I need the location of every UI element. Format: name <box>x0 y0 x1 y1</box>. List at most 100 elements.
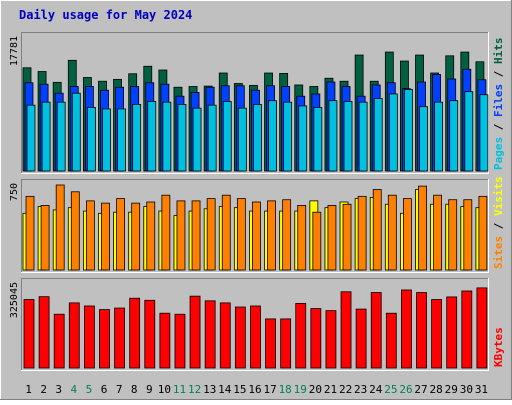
bar-sites-day-25 <box>387 194 397 271</box>
bar-pages-day-11 <box>177 104 187 172</box>
legend-separator: / <box>492 117 505 137</box>
bar-kbytes-day-31 <box>476 287 488 369</box>
bar-pages-day-8 <box>132 104 142 172</box>
x-tick-label-day-25: 25 <box>384 383 397 396</box>
legend-kbytes: KBytes <box>492 327 505 367</box>
bar-kbytes-day-16 <box>250 305 261 369</box>
bar-sites-day-27 <box>418 185 427 271</box>
x-tick-label-day-21: 21 <box>324 383 337 396</box>
x-tick-label-day-15: 15 <box>233 383 246 396</box>
bar-kbytes-day-3 <box>53 313 65 369</box>
bar-pages-day-28 <box>434 101 444 172</box>
bar-pages-day-21 <box>328 100 338 172</box>
bar-pages-day-7 <box>117 108 126 172</box>
bar-kbytes-day-8 <box>129 297 141 369</box>
x-tick-label-day-13: 13 <box>203 383 216 396</box>
x-tick-label-day-30: 30 <box>460 383 473 396</box>
bar-pages-day-27 <box>419 106 428 172</box>
bar-kbytes-day-17 <box>265 318 276 369</box>
x-tick-label-day-28: 28 <box>430 383 443 396</box>
bar-kbytes-day-15 <box>234 306 246 369</box>
bar-sites-day-30 <box>463 199 473 271</box>
bar-kbytes-day-21 <box>325 310 337 369</box>
x-tick-label-day-5: 5 <box>86 383 93 396</box>
x-tick-label-day-7: 7 <box>116 383 123 396</box>
bar-kbytes-day-28 <box>431 299 443 369</box>
legend-visits: Visits <box>492 176 505 216</box>
x-tick-label-day-27: 27 <box>414 383 427 396</box>
x-tick-label-day-29: 29 <box>445 383 458 396</box>
panel-traffic-legend: Pages / Files / Hits <box>492 38 505 171</box>
panel-visits-max-label: 750 <box>9 183 20 201</box>
bar-pages-day-13 <box>207 104 217 172</box>
bar-kbytes-day-12 <box>189 295 201 369</box>
bar-kbytes-day-23 <box>355 308 367 369</box>
bar-kbytes-day-30 <box>461 290 473 369</box>
x-tick-label-day-26: 26 <box>399 383 412 396</box>
x-tick-label-day-19: 19 <box>294 383 307 396</box>
bar-pages-day-9 <box>147 101 157 172</box>
bar-pages-day-20 <box>313 107 323 172</box>
bar-sites-day-31 <box>478 195 488 271</box>
bar-pages-day-29 <box>449 100 459 172</box>
x-tick-label-day-31: 31 <box>475 383 488 396</box>
x-tick-label-day-6: 6 <box>101 383 108 396</box>
panel-volume-legend: KBytes <box>492 327 505 367</box>
bar-sites-day-26 <box>403 198 412 271</box>
bar-sites-day-1 <box>25 195 35 271</box>
bar-sites-day-6 <box>101 202 110 271</box>
bar-pages-day-2 <box>41 101 51 172</box>
bar-kbytes-day-10 <box>159 312 171 369</box>
bar-sites-day-28 <box>433 194 443 271</box>
panel-volume-max-label: 325045 <box>9 282 20 318</box>
x-tick-label-day-20: 20 <box>309 383 322 396</box>
bar-sites-day-29 <box>448 199 458 271</box>
bar-sites-day-14 <box>221 194 231 271</box>
bar-sites-day-18 <box>282 199 292 271</box>
x-tick-label-day-22: 22 <box>339 383 352 396</box>
bar-pages-day-3 <box>56 101 66 172</box>
bar-pages-day-18 <box>283 101 293 172</box>
bar-sites-day-22 <box>342 203 352 271</box>
bar-kbytes-day-7 <box>114 307 125 369</box>
bar-sites-day-7 <box>116 198 125 271</box>
bar-pages-day-10 <box>162 101 172 172</box>
x-tick-label-day-2: 2 <box>40 383 47 396</box>
bar-kbytes-day-26 <box>401 289 412 369</box>
legend-separator: / <box>492 216 505 236</box>
bar-kbytes-day-11 <box>174 313 186 369</box>
x-tick-label-day-18: 18 <box>279 383 292 396</box>
x-tick-label-day-1: 1 <box>25 383 32 396</box>
bar-pages-day-1 <box>26 104 36 172</box>
panel-traffic-max-label: 17781 <box>9 36 20 66</box>
bar-kbytes-day-27 <box>416 292 427 369</box>
bar-pages-day-15 <box>237 107 247 172</box>
bar-pages-day-12 <box>192 107 202 172</box>
x-tick-label-day-16: 16 <box>248 383 261 396</box>
bar-pages-day-19 <box>298 105 308 172</box>
bar-sites-day-13 <box>206 198 216 271</box>
x-tick-label-day-24: 24 <box>369 383 383 396</box>
legend-hits: Hits <box>492 38 505 65</box>
bar-sites-day-15 <box>236 198 246 271</box>
x-tick-label-day-3: 3 <box>55 383 62 396</box>
bar-sites-day-23 <box>357 195 367 271</box>
bar-pages-day-26 <box>404 89 413 172</box>
bar-kbytes-day-2 <box>38 296 50 369</box>
bar-sites-day-2 <box>40 204 50 271</box>
bar-sites-day-8 <box>131 202 141 271</box>
x-tick-label-day-4: 4 <box>71 383 78 396</box>
bar-sites-day-20 <box>312 211 322 271</box>
bar-pages-day-30 <box>464 91 474 172</box>
bar-pages-day-4 <box>71 92 81 172</box>
bar-sites-day-17 <box>267 200 276 271</box>
bar-sites-day-4 <box>70 191 80 271</box>
bar-kbytes-day-14 <box>219 302 231 369</box>
bar-sites-day-19 <box>297 204 307 271</box>
x-tick-label-day-12: 12 <box>188 383 201 396</box>
x-tick-label-day-23: 23 <box>354 383 367 396</box>
bar-sites-day-24 <box>372 189 382 271</box>
x-tick-label-day-17: 17 <box>263 383 276 396</box>
bar-kbytes-day-4 <box>68 302 80 369</box>
